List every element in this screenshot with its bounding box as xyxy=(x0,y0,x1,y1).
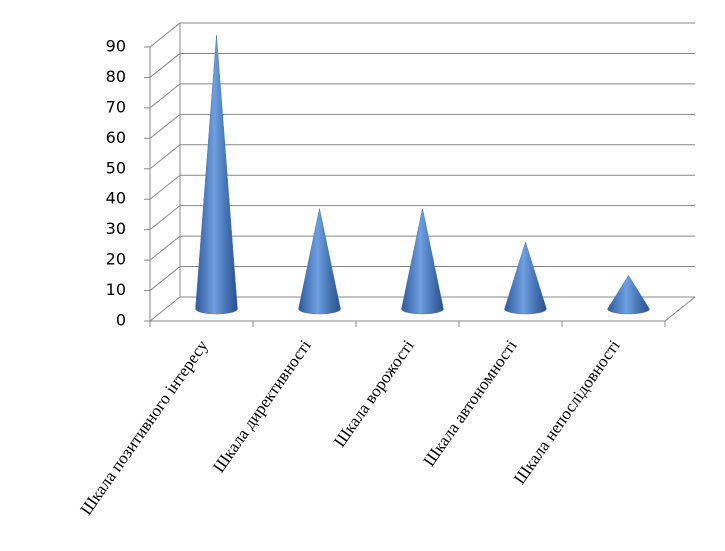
x-tick-label: Шкала ворожості xyxy=(330,336,418,450)
x-tick-label: Шкала непослідовності xyxy=(510,336,624,488)
grid-line xyxy=(149,113,181,139)
grid-line xyxy=(149,144,181,170)
grid-line xyxy=(149,205,181,231)
y-tick-label: 50 xyxy=(106,158,126,177)
grid-line xyxy=(149,266,181,291)
y-tick-label: 80 xyxy=(106,67,126,86)
y-tick-label: 90 xyxy=(106,37,126,56)
y-tick-label: 30 xyxy=(106,219,126,238)
x-tick-label: Шкала автономності xyxy=(419,336,521,470)
grid-line xyxy=(149,296,181,322)
grid-line xyxy=(149,22,181,48)
grid-line xyxy=(149,53,181,78)
y-tick-label: 60 xyxy=(106,128,126,147)
y-tick-label: 0 xyxy=(116,311,126,330)
y-tick-label: 10 xyxy=(106,280,126,299)
x-tick-label: Шкала позитивного інтересу xyxy=(76,336,212,519)
y-tick-label: 40 xyxy=(106,189,126,208)
grid-line xyxy=(149,174,181,200)
y-tick-label: 20 xyxy=(106,250,126,269)
floor-right xyxy=(664,296,696,322)
cone xyxy=(504,241,547,315)
y-tick-label: 70 xyxy=(106,97,126,116)
cone xyxy=(195,34,238,315)
cone xyxy=(298,208,341,315)
grid-line xyxy=(149,235,181,261)
x-tick-label: Шкала директивності xyxy=(209,336,315,476)
grid-line xyxy=(149,83,181,109)
cone xyxy=(607,275,650,315)
cone xyxy=(401,208,444,315)
